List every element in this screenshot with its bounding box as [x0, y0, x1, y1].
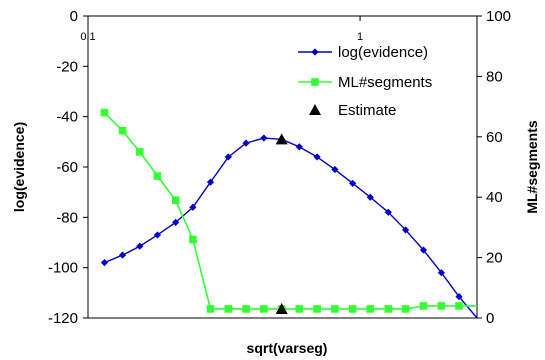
y-tick-right-label: 80: [486, 68, 503, 85]
series-ml-segments-line: [103, 112, 477, 310]
legend-estimate-marker: [309, 104, 321, 115]
y-tick-right-label: 60: [486, 129, 503, 146]
series-log-evidence-point: [331, 165, 339, 174]
series-ml-segments-point: [295, 305, 304, 313]
series-ml-segments-point: [100, 108, 109, 117]
series-log-evidence-point: [366, 193, 374, 201]
y-tick-left-label: -100: [48, 260, 78, 277]
series-log-evidence-point: [206, 178, 215, 186]
series-ml-segments-point: [171, 196, 180, 205]
estimate-marker: [275, 302, 288, 314]
y-tick-left-label: -80: [56, 209, 78, 226]
series-log-evidence-point: [153, 231, 162, 239]
x-tick-label: 1: [357, 31, 363, 43]
series-log-evidence-point: [118, 251, 127, 259]
series-ml-segments-point: [419, 302, 428, 310]
y-tick-left-label: -60: [56, 159, 78, 176]
x-axis-title: sqrt(varseg): [247, 340, 328, 356]
series-ml-segments-point: [260, 305, 268, 313]
y-axis-title-left: log(evidence): [11, 122, 27, 212]
series-log-evidence-point: [172, 218, 180, 226]
legend-log-evidence-label: log(evidence): [338, 44, 428, 61]
series-log-evidence-point: [349, 179, 357, 187]
series-ml-segments-point: [118, 126, 127, 135]
series-log-evidence-point: [313, 153, 321, 161]
series-log-evidence-line: [104, 137, 478, 319]
y-tick-right-label: 0: [486, 310, 494, 327]
series-ml-segments-point: [224, 305, 233, 313]
series-log-evidence-point: [242, 139, 250, 147]
series-ml-segments-point: [189, 235, 197, 244]
series-log-evidence-point: [419, 246, 428, 254]
series-log-evidence-point: [100, 259, 109, 267]
series-log-evidence-point: [189, 203, 197, 211]
legend-estimate-label: Estimate: [338, 102, 396, 119]
series-log-evidence-point: [136, 242, 144, 250]
series-log-evidence-point: [224, 153, 232, 161]
estimate-marker: [275, 133, 288, 145]
series-ml-segments-point: [242, 305, 250, 313]
y-tick-left-label: -20: [56, 58, 78, 75]
series-log-evidence-point: [455, 293, 463, 301]
series-log-evidence-point: [384, 208, 392, 216]
series-ml-segments-point: [313, 305, 321, 313]
series-ml-segments-point: [384, 305, 393, 313]
series-ml-segments-point: [455, 302, 463, 310]
y-tick-left-label: 0: [70, 8, 78, 25]
y-tick-right-label: 40: [486, 189, 503, 206]
series-ml-segments-point: [331, 305, 339, 313]
series-log-evidence-point: [260, 134, 268, 142]
y-tick-right-label: 100: [486, 8, 511, 25]
series-ml-segments-point: [437, 302, 446, 310]
series-ml-segments-point: [366, 305, 375, 313]
series-log-evidence-point: [401, 226, 410, 234]
legend-log-evidence-marker: [311, 48, 319, 56]
y-tick-left-label: -40: [56, 109, 78, 126]
series-ml-segments-point: [135, 148, 144, 156]
legend-ml-segments-label: ML#segments: [338, 74, 432, 91]
y-tick-left-label: -120: [48, 310, 78, 327]
series-log-evidence-point: [437, 269, 445, 277]
series-ml-segments-point: [348, 305, 357, 313]
legend-ml-segments-marker: [311, 78, 319, 86]
series-ml-segments-point: [153, 172, 162, 180]
x-tick-label: 0.1: [80, 31, 95, 43]
y-tick-right-label: 20: [486, 250, 503, 267]
series-ml-segments-point: [206, 305, 215, 313]
series-ml-segments-point: [401, 305, 410, 313]
series-log-evidence-point: [295, 143, 303, 151]
y-axis-title-right: ML#segments: [524, 120, 540, 214]
